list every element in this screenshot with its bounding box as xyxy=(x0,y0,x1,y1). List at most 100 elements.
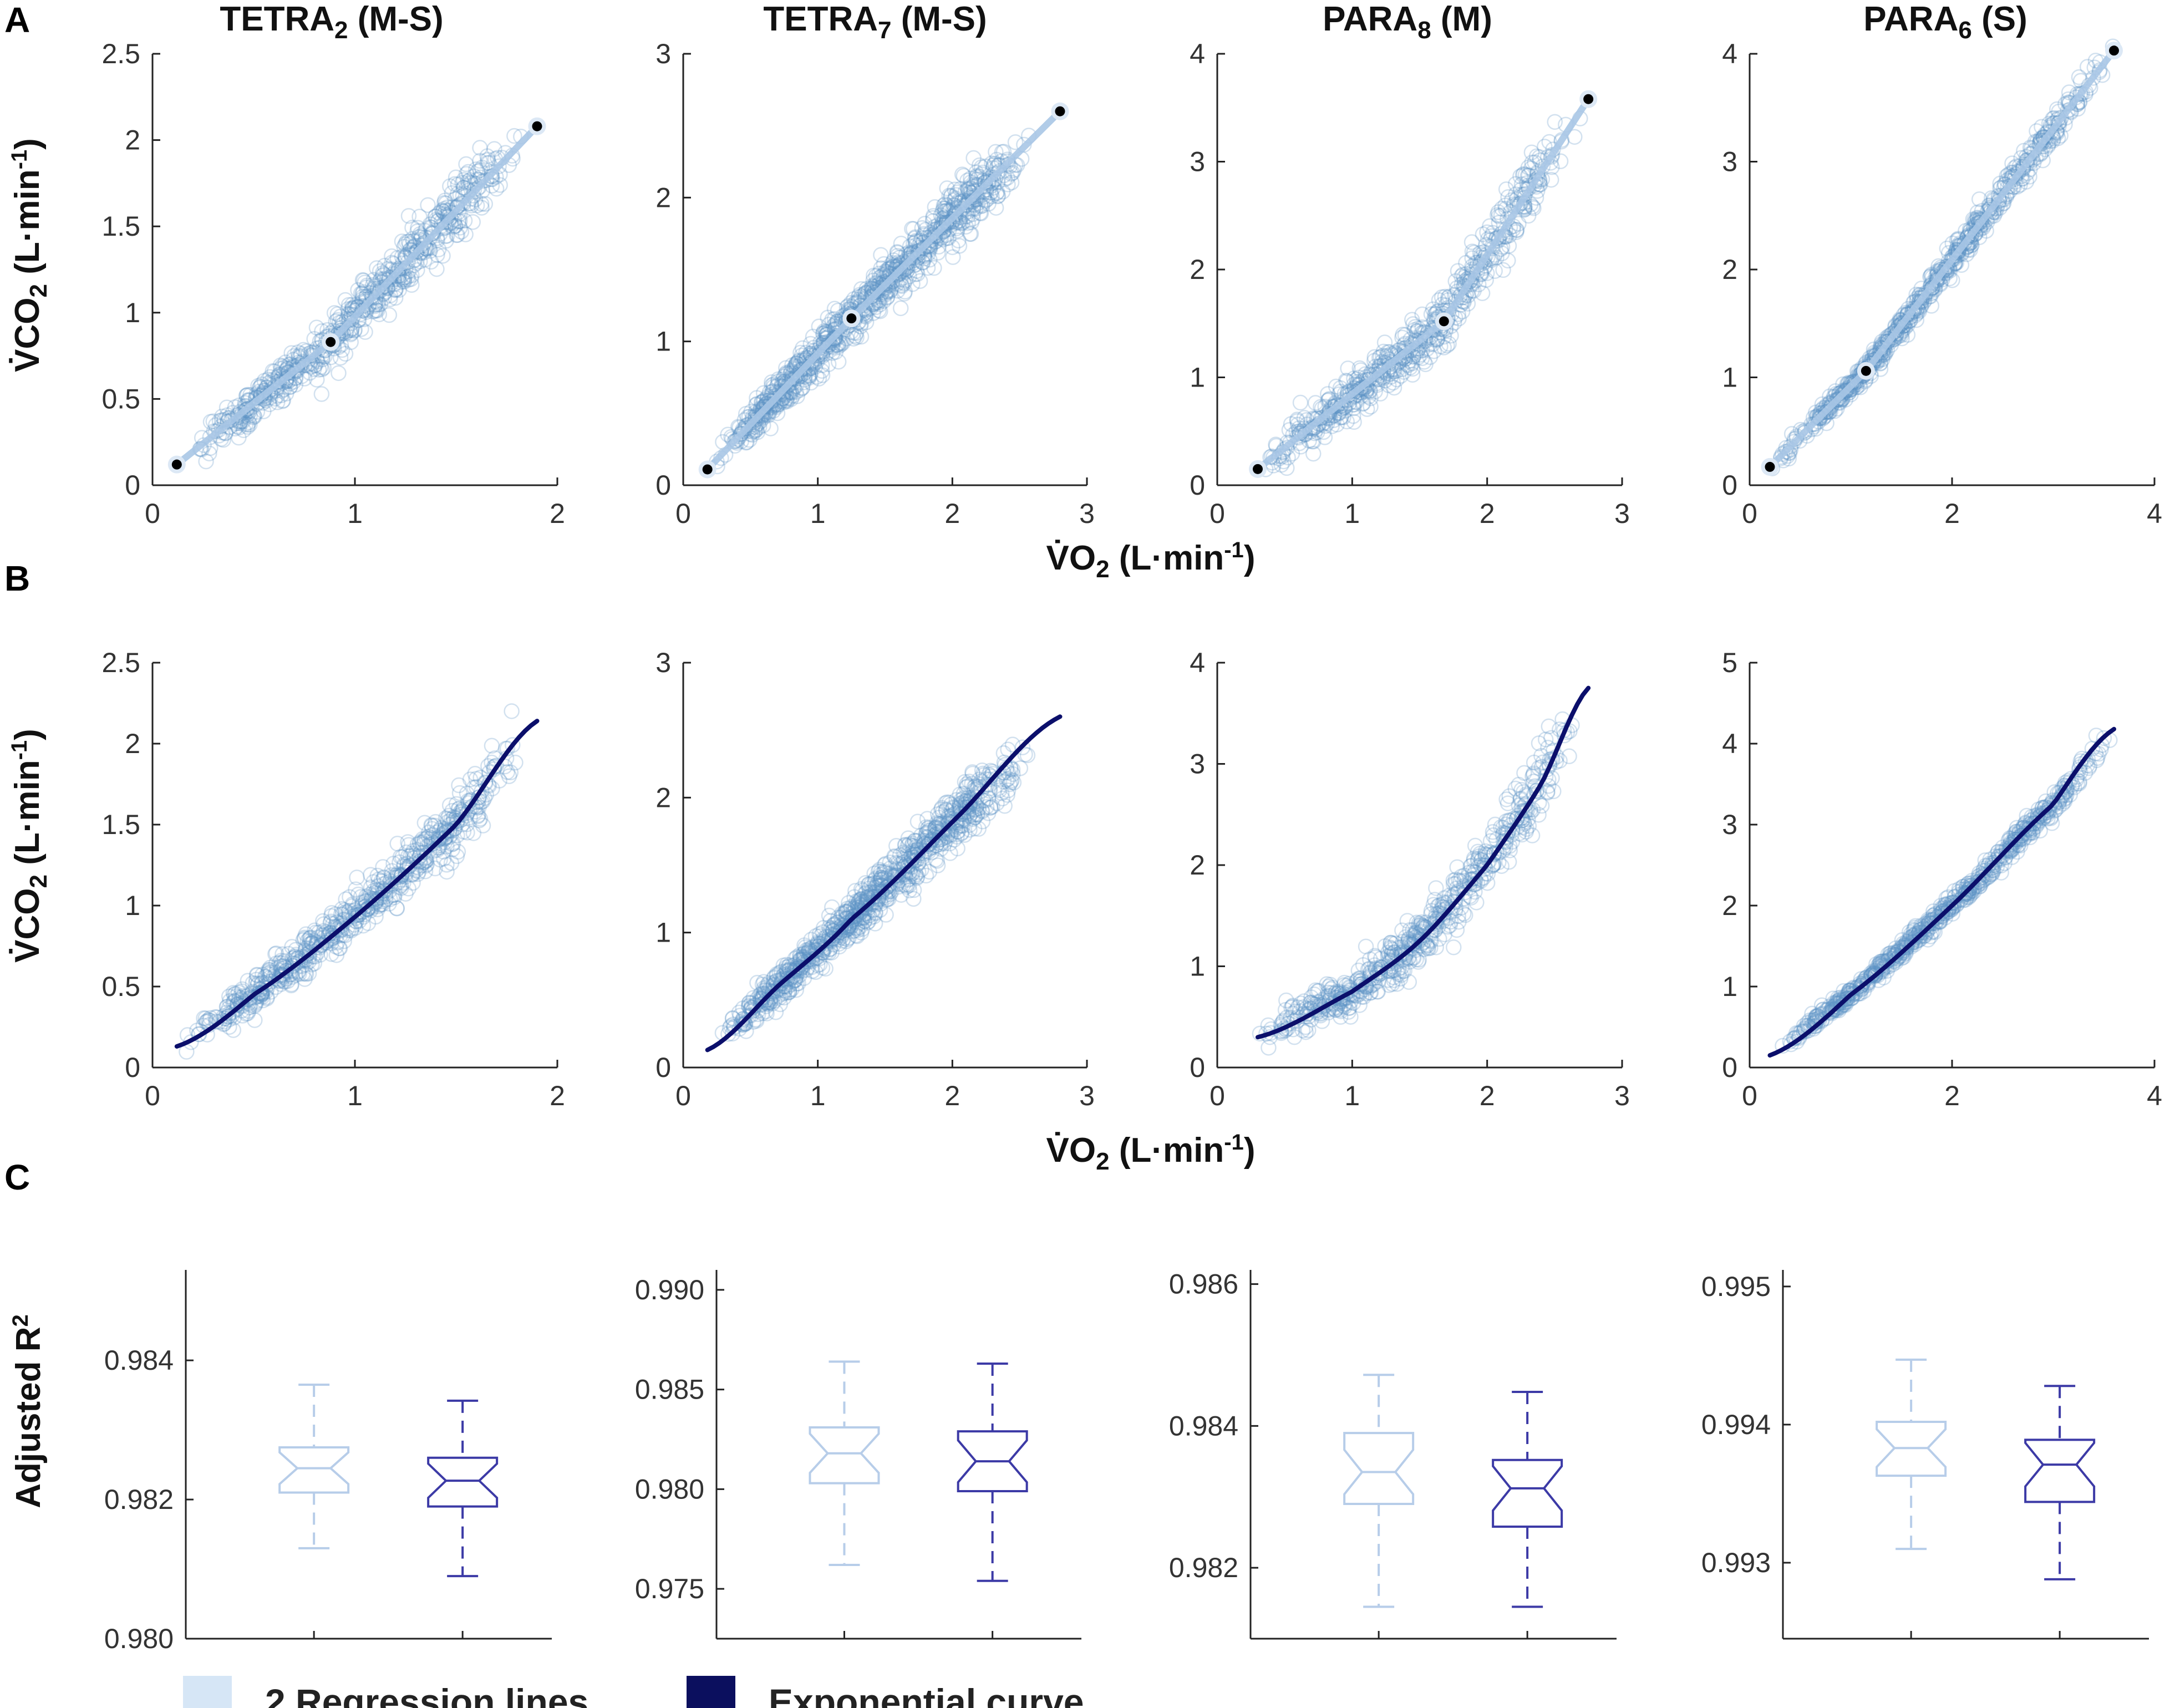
y-tick-label: 1 xyxy=(655,917,671,948)
y-tick-label: 2 xyxy=(125,728,140,759)
data-point xyxy=(287,377,304,393)
data-point xyxy=(409,262,425,278)
y-tick-label: 1 xyxy=(1190,362,1205,393)
data-point xyxy=(389,265,405,281)
data-point xyxy=(314,361,330,378)
data-point xyxy=(387,282,404,298)
data-point xyxy=(371,306,387,323)
y-tick-label: 3 xyxy=(655,647,671,678)
y-tick-label: 0 xyxy=(125,1052,140,1083)
x-tick-label: 2 xyxy=(1480,498,1495,529)
data-point xyxy=(240,416,256,433)
data-point xyxy=(396,273,413,290)
data-point xyxy=(429,247,445,263)
data-point xyxy=(415,236,431,252)
data-point xyxy=(368,302,384,318)
data-point xyxy=(394,272,410,288)
data-point xyxy=(331,365,347,382)
y-tick-label: 3 xyxy=(1190,146,1205,177)
data-point xyxy=(473,196,490,212)
data-point xyxy=(479,148,495,164)
data-point xyxy=(381,307,398,323)
panel-label-b: B xyxy=(4,558,30,598)
data-point xyxy=(273,387,289,404)
data-point xyxy=(1474,285,1491,301)
data-point xyxy=(230,406,246,423)
y-tick-label: 4 xyxy=(1190,647,1205,678)
data-point xyxy=(306,361,322,377)
x-tick-label: 0 xyxy=(145,1080,160,1111)
title-para8: PARA8 (M) xyxy=(1323,0,1492,44)
data-point xyxy=(332,349,349,366)
data-point xyxy=(198,453,214,470)
data-point xyxy=(926,260,942,276)
data-point xyxy=(369,260,385,276)
data-point xyxy=(455,195,472,211)
data-point xyxy=(372,283,388,299)
data-point xyxy=(405,233,421,249)
data-point xyxy=(436,192,453,209)
data-point xyxy=(344,311,360,327)
data-point xyxy=(256,403,272,420)
data-point xyxy=(466,181,482,198)
data-point xyxy=(387,289,404,306)
y-tick-label: 2 xyxy=(1190,254,1205,285)
x-tick-label: 0 xyxy=(675,1080,691,1111)
data-point xyxy=(397,270,413,286)
data-point xyxy=(472,140,488,156)
data-point xyxy=(416,234,433,250)
data-point xyxy=(892,300,909,317)
data-point xyxy=(242,416,258,433)
data-point xyxy=(357,324,373,340)
data-point xyxy=(409,223,425,240)
x-tick-label: 1 xyxy=(1344,498,1360,529)
data-point xyxy=(456,212,473,229)
ylabel-row-c: Adjusted R2 xyxy=(8,1314,48,1508)
data-point xyxy=(436,195,453,211)
data-point xyxy=(267,378,283,395)
data-point xyxy=(355,302,371,319)
data-point xyxy=(504,703,520,719)
data-point xyxy=(275,393,291,409)
x-tick-label: 4 xyxy=(2147,498,2162,529)
data-point xyxy=(455,172,472,188)
data-point xyxy=(238,402,254,418)
data-point xyxy=(1523,144,1540,161)
breakpoint-marker xyxy=(1583,94,1594,104)
data-point xyxy=(391,282,407,298)
data-point xyxy=(382,291,398,307)
data-point xyxy=(365,277,381,293)
data-point xyxy=(369,283,385,299)
x-tick-label: 0 xyxy=(1209,1080,1225,1111)
data-point xyxy=(329,312,346,328)
data-point xyxy=(438,232,454,249)
data-point xyxy=(390,262,406,279)
data-point xyxy=(400,233,417,250)
data-point xyxy=(235,422,252,439)
y-tick-label: 1 xyxy=(1722,362,1737,393)
data-point xyxy=(506,128,522,144)
data-point xyxy=(454,195,470,211)
data-point xyxy=(402,236,418,252)
data-point xyxy=(313,386,330,402)
data-point xyxy=(326,305,343,321)
data-point xyxy=(434,202,450,218)
data-point xyxy=(230,407,246,424)
data-point xyxy=(422,243,438,259)
data-point xyxy=(367,303,383,319)
x-tick-label: 3 xyxy=(1079,1080,1095,1111)
data-point xyxy=(385,256,402,272)
data-point xyxy=(465,214,481,230)
x-tick-label: 2 xyxy=(1480,1080,1495,1111)
data-point xyxy=(253,376,270,393)
data-point xyxy=(306,331,322,347)
y-tick-label: 0 xyxy=(1190,470,1205,501)
data-point xyxy=(343,325,359,341)
y-tick-label: 1 xyxy=(125,297,140,328)
data-point xyxy=(480,152,496,168)
y-tick-label: 2.5 xyxy=(101,647,140,678)
data-point xyxy=(449,227,466,243)
data-point xyxy=(224,411,240,428)
